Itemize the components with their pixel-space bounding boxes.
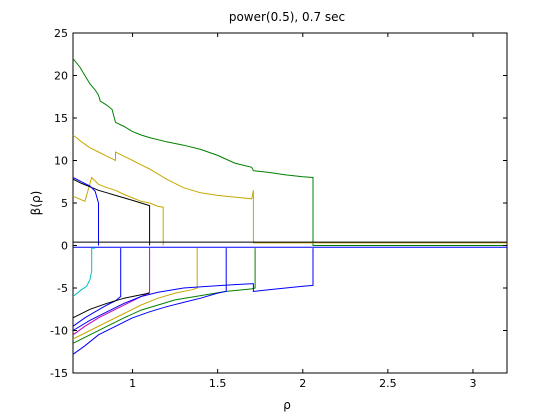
x-tick-label: 2 bbox=[299, 377, 306, 390]
plot-area: 1 1.5 2 2.5 3 -15 -10 -5 0 5 10 15 20 25 bbox=[50, 27, 508, 390]
x-tick-label: 1.5 bbox=[209, 377, 227, 390]
series-line-1 bbox=[72, 58, 507, 246]
series-line-11 bbox=[72, 248, 198, 340]
y-tick-label: 5 bbox=[61, 197, 68, 210]
x-tick-label: 1 bbox=[129, 377, 136, 390]
series-layer bbox=[72, 58, 507, 355]
y-tick-label: -10 bbox=[50, 325, 68, 338]
tick-layer: 1 1.5 2 2.5 3 -15 -10 -5 0 5 10 15 20 25 bbox=[50, 27, 507, 390]
y-tick-label: 15 bbox=[54, 112, 68, 125]
x-axis-label: ρ bbox=[283, 398, 291, 412]
series-line-15 bbox=[72, 292, 150, 319]
series-line-14 bbox=[72, 248, 314, 331]
series-line-9 bbox=[72, 248, 122, 327]
series-line-12 bbox=[72, 248, 256, 344]
y-tick-label: -15 bbox=[50, 367, 68, 380]
y-tick-label: 10 bbox=[54, 155, 68, 168]
y-tick-label: 20 bbox=[54, 70, 68, 83]
x-tick-label: 2.5 bbox=[379, 377, 397, 390]
y-axis-label: β(ρ) bbox=[29, 191, 43, 216]
chart-title: power(0.5), 0.7 sec bbox=[229, 10, 345, 24]
x-tick-label: 3 bbox=[469, 377, 476, 390]
series-line-2 bbox=[72, 134, 507, 244]
y-tick-label: 0 bbox=[61, 240, 68, 253]
axes-frame bbox=[72, 32, 508, 374]
series-line-4 bbox=[72, 178, 151, 246]
y-tick-label: -5 bbox=[57, 282, 68, 295]
series-line-3 bbox=[72, 176, 164, 246]
series-line-10 bbox=[72, 248, 151, 336]
series-line-8 bbox=[72, 247, 96, 297]
y-tick-label: 25 bbox=[54, 27, 68, 40]
series-line-13 bbox=[72, 248, 227, 355]
series-line-5 bbox=[72, 177, 99, 246]
